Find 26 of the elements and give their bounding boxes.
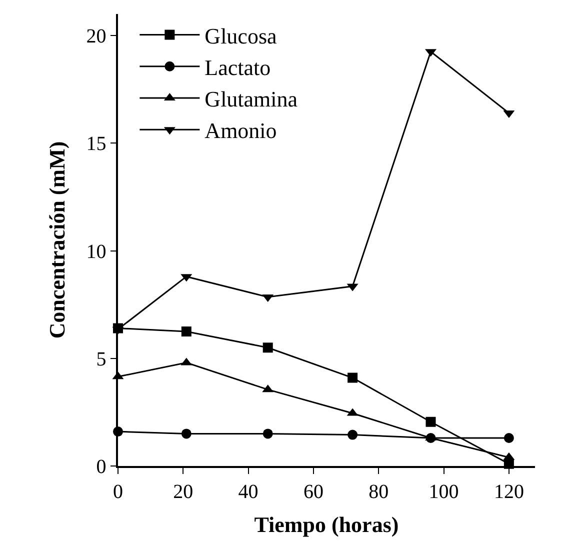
legend-label: Lactato — [204, 54, 271, 80]
point — [262, 342, 273, 353]
y-tick-label: 5 — [96, 348, 106, 370]
y-tick-label: 10 — [86, 240, 106, 263]
point — [348, 430, 358, 440]
point — [262, 428, 273, 439]
point — [181, 326, 192, 336]
x-tick-label: 120 — [494, 480, 524, 503]
legend-label: Glucosa — [204, 23, 278, 48]
point — [504, 433, 514, 444]
x-tick-label: 0 — [113, 480, 123, 503]
x-tick-label: 80 — [368, 480, 389, 503]
point — [348, 372, 358, 383]
x-tick-label: 20 — [173, 480, 194, 503]
y-tick-label: 15 — [86, 133, 106, 156]
x-axis-title: Tiempo (horas) — [254, 512, 399, 538]
y-tick-label: 0 — [96, 456, 106, 478]
y-tick-label: 20 — [86, 26, 106, 48]
legend-label: Glutamina — [204, 86, 298, 112]
x-tick-label: 40 — [238, 480, 258, 503]
point — [426, 416, 436, 427]
x-tick-label: 60 — [303, 480, 324, 503]
y-axis-title: Concentración (mM) — [44, 141, 70, 339]
point — [181, 428, 192, 439]
legend-label: Amonio — [204, 118, 277, 144]
x-tick-label: 100 — [428, 480, 459, 503]
